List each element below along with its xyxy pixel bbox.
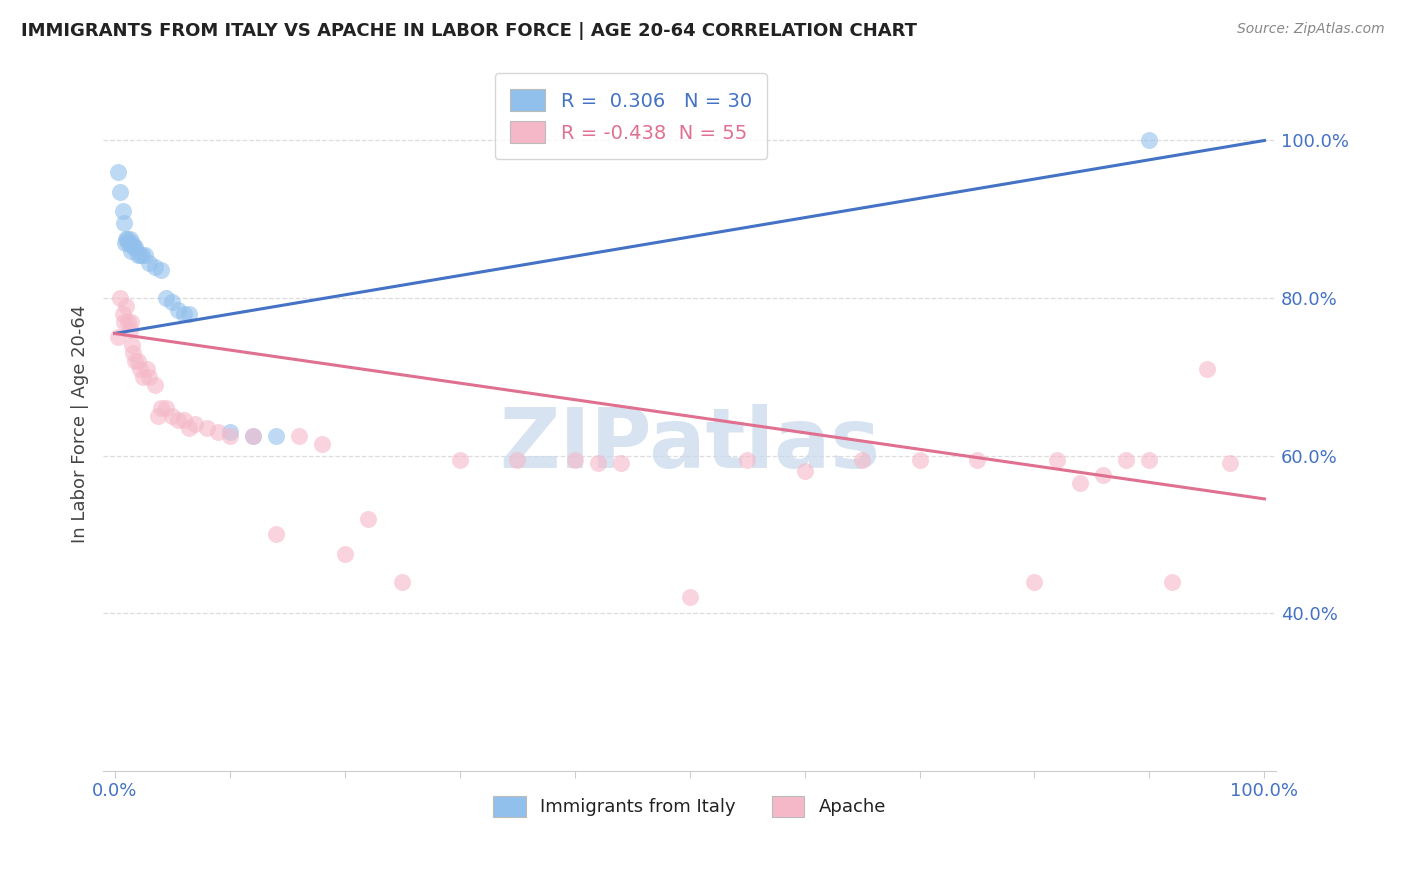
Point xyxy=(333,547,356,561)
Point xyxy=(793,464,815,478)
Point xyxy=(1139,133,1161,147)
Point xyxy=(1195,362,1218,376)
Point xyxy=(155,291,177,305)
Point xyxy=(121,338,143,352)
Point xyxy=(966,452,988,467)
Text: ZIPatlas: ZIPatlas xyxy=(499,404,880,485)
Point xyxy=(138,369,160,384)
Point xyxy=(114,235,136,250)
Point xyxy=(115,299,138,313)
Point xyxy=(391,574,413,589)
Point xyxy=(160,295,183,310)
Point xyxy=(127,354,149,368)
Point xyxy=(908,452,931,467)
Point xyxy=(117,235,139,250)
Point xyxy=(506,452,529,467)
Point xyxy=(287,429,309,443)
Point xyxy=(121,235,143,250)
Point xyxy=(1046,452,1069,467)
Point xyxy=(1161,574,1184,589)
Point xyxy=(111,204,134,219)
Point xyxy=(129,248,152,262)
Point xyxy=(134,248,156,262)
Point xyxy=(1139,452,1161,467)
Point xyxy=(107,165,129,179)
Point xyxy=(735,452,758,467)
Point xyxy=(118,322,141,336)
Point xyxy=(264,429,287,443)
Point xyxy=(117,232,139,246)
Point xyxy=(117,315,139,329)
Point xyxy=(135,362,157,376)
Point xyxy=(264,527,287,541)
Point xyxy=(851,452,873,467)
Point xyxy=(110,185,132,199)
Point xyxy=(1092,468,1115,483)
Point xyxy=(167,302,190,317)
Point xyxy=(132,369,155,384)
Point xyxy=(173,413,195,427)
Point xyxy=(218,429,240,443)
Point xyxy=(242,429,264,443)
Text: IMMIGRANTS FROM ITALY VS APACHE IN LABOR FORCE | AGE 20-64 CORRELATION CHART: IMMIGRANTS FROM ITALY VS APACHE IN LABOR… xyxy=(21,22,917,40)
Point xyxy=(138,255,160,269)
Point xyxy=(124,354,146,368)
Point xyxy=(129,362,152,376)
Point xyxy=(120,315,142,329)
Point xyxy=(143,260,166,274)
Point xyxy=(609,457,631,471)
Point xyxy=(124,240,146,254)
Point xyxy=(179,421,201,435)
Point xyxy=(112,216,135,230)
Point xyxy=(678,591,700,605)
Point xyxy=(127,248,149,262)
Point xyxy=(143,377,166,392)
Point xyxy=(149,401,172,416)
Point xyxy=(115,232,138,246)
Point xyxy=(449,452,471,467)
Point xyxy=(120,244,142,258)
Point xyxy=(122,346,145,360)
Point xyxy=(131,248,153,262)
Point xyxy=(111,307,134,321)
Y-axis label: In Labor Force | Age 20-64: In Labor Force | Age 20-64 xyxy=(72,305,89,543)
Point xyxy=(173,307,195,321)
Point xyxy=(207,425,229,439)
Point xyxy=(564,452,586,467)
Point xyxy=(311,436,333,450)
Point xyxy=(122,240,145,254)
Point xyxy=(155,401,177,416)
Point xyxy=(148,409,170,424)
Point xyxy=(1024,574,1046,589)
Point xyxy=(160,409,183,424)
Point xyxy=(1069,476,1091,491)
Point xyxy=(112,315,135,329)
Point xyxy=(218,425,240,439)
Point xyxy=(356,511,378,525)
Point xyxy=(149,263,172,277)
Point xyxy=(107,330,129,344)
Point xyxy=(586,457,609,471)
Point xyxy=(167,413,190,427)
Point xyxy=(242,429,264,443)
Point xyxy=(122,240,145,254)
Point xyxy=(1219,457,1241,471)
Point xyxy=(110,291,132,305)
Point xyxy=(118,232,141,246)
Point xyxy=(184,417,207,431)
Point xyxy=(195,421,218,435)
Point xyxy=(1115,452,1137,467)
Point xyxy=(179,307,201,321)
Text: Source: ZipAtlas.com: Source: ZipAtlas.com xyxy=(1237,22,1385,37)
Legend: Immigrants from Italy, Apache: Immigrants from Italy, Apache xyxy=(486,789,893,824)
